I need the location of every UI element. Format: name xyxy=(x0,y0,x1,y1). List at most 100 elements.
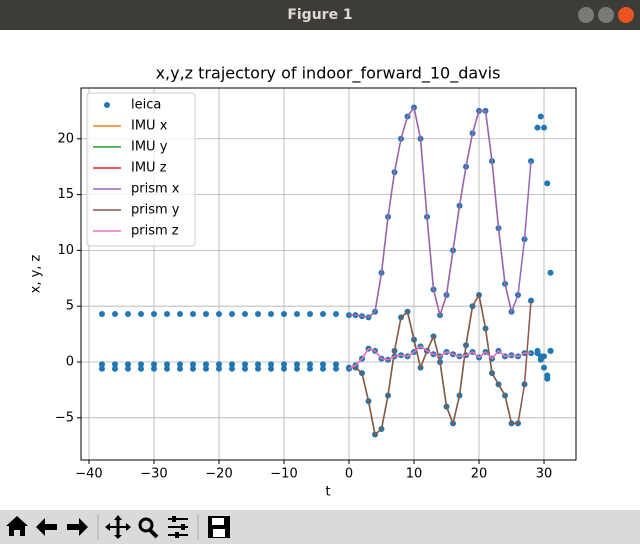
scatter-point xyxy=(163,311,170,318)
scatter-point xyxy=(281,311,288,318)
y-tick-label: −5 xyxy=(55,410,74,425)
x-tick-label: 10 xyxy=(406,467,423,482)
configure-button[interactable] xyxy=(168,516,188,538)
maximize-button[interactable] xyxy=(598,7,614,23)
scatter-point xyxy=(150,311,157,318)
scatter-point xyxy=(541,124,548,131)
scatter-point xyxy=(98,365,105,372)
scatter-point xyxy=(547,347,554,354)
scatter-point xyxy=(229,365,236,372)
scatter-point xyxy=(333,311,340,318)
zoom-button[interactable] xyxy=(138,517,159,539)
legend-label: IMU x xyxy=(131,119,168,134)
legend-label: prism x xyxy=(131,182,180,197)
legend-label: IMU y xyxy=(131,140,168,155)
scatter-point xyxy=(534,347,541,354)
scatter-point xyxy=(544,180,551,187)
window-title: Figure 1 xyxy=(287,7,352,23)
scatter-point xyxy=(268,311,275,318)
scatter-point xyxy=(190,361,197,368)
pan-button[interactable] xyxy=(105,515,131,539)
scatter-point xyxy=(163,365,170,372)
toolbar xyxy=(0,510,640,544)
title-bar xyxy=(0,0,640,30)
scatter-point xyxy=(150,361,157,368)
x-tick-label: 30 xyxy=(536,467,553,482)
chart-title: x,y,z trajectory of indoor_forward_10_da… xyxy=(156,64,501,84)
scatter-point xyxy=(177,361,183,368)
scatter-point xyxy=(137,361,144,368)
scatter-point xyxy=(242,361,249,368)
scatter-point xyxy=(190,365,197,372)
back-button[interactable] xyxy=(36,518,57,536)
legend-label: leica xyxy=(131,98,161,113)
scatter-point xyxy=(137,365,144,372)
scatter-point xyxy=(281,365,288,372)
scatter-point xyxy=(307,365,314,372)
x-tick-label: −40 xyxy=(75,467,102,482)
scatter-point xyxy=(124,365,131,372)
x-tick-label: −20 xyxy=(205,467,232,482)
scatter-point xyxy=(177,311,183,318)
scatter-point xyxy=(216,365,223,372)
legend-marker xyxy=(104,102,110,108)
scatter-point xyxy=(111,365,118,372)
y-tick-label: 20 xyxy=(57,131,74,146)
save-button[interactable] xyxy=(208,516,230,538)
x-tick-label: 0 xyxy=(345,467,353,482)
scatter-point xyxy=(98,361,105,368)
legend-label: prism z xyxy=(131,224,179,239)
x-tick-label: −30 xyxy=(140,467,167,482)
scatter-point xyxy=(320,311,327,318)
scatter-point xyxy=(307,311,314,318)
y-tick-label: 10 xyxy=(57,243,74,258)
scatter-point xyxy=(163,361,170,368)
scatter-point xyxy=(177,365,183,372)
home-button[interactable] xyxy=(6,516,28,536)
scatter-point xyxy=(242,311,249,318)
scatter-point xyxy=(333,365,340,372)
scatter-point xyxy=(190,311,197,318)
legend-label: IMU z xyxy=(131,161,167,176)
scatter-point xyxy=(541,364,548,371)
y-tick-label: 0 xyxy=(66,355,74,370)
line xyxy=(349,292,513,436)
scatter-point xyxy=(320,361,327,368)
minimize-button[interactable] xyxy=(578,7,594,23)
scatter-point xyxy=(242,365,249,372)
scatter-point xyxy=(98,311,105,318)
scatter-point xyxy=(137,311,144,318)
scatter-point xyxy=(255,365,262,372)
scatter-point xyxy=(255,361,262,368)
scatter-point xyxy=(268,365,275,372)
scatter-point xyxy=(547,269,554,276)
scatter-point xyxy=(534,124,541,131)
plot-frame xyxy=(80,87,577,461)
scatter-point xyxy=(203,365,210,372)
line xyxy=(349,292,532,436)
scatter-point xyxy=(294,361,301,368)
scatter-point xyxy=(216,361,223,368)
legend-label: prism y xyxy=(131,203,180,218)
x-tick-label: −10 xyxy=(270,467,297,482)
scatter-point xyxy=(124,361,131,368)
scatter-point xyxy=(203,311,210,318)
chart: x,y,z trajectory of indoor_forward_10_da… xyxy=(29,64,577,500)
scatter-point xyxy=(203,361,210,368)
scatter-point xyxy=(255,311,262,318)
scatter-point xyxy=(229,361,236,368)
scatter-point xyxy=(281,361,288,368)
scatter-point xyxy=(294,365,301,372)
close-button[interactable] xyxy=(618,7,634,23)
scatter-point xyxy=(537,113,544,120)
scatter-point xyxy=(537,353,544,360)
x-tick-label: 20 xyxy=(471,467,488,482)
legend xyxy=(86,92,196,247)
scatter-point xyxy=(216,311,223,318)
line xyxy=(348,345,532,370)
scatter-point xyxy=(268,361,275,368)
forward-button[interactable] xyxy=(67,518,88,536)
y-tick-label: 5 xyxy=(66,299,74,314)
scatter-point xyxy=(307,361,314,368)
